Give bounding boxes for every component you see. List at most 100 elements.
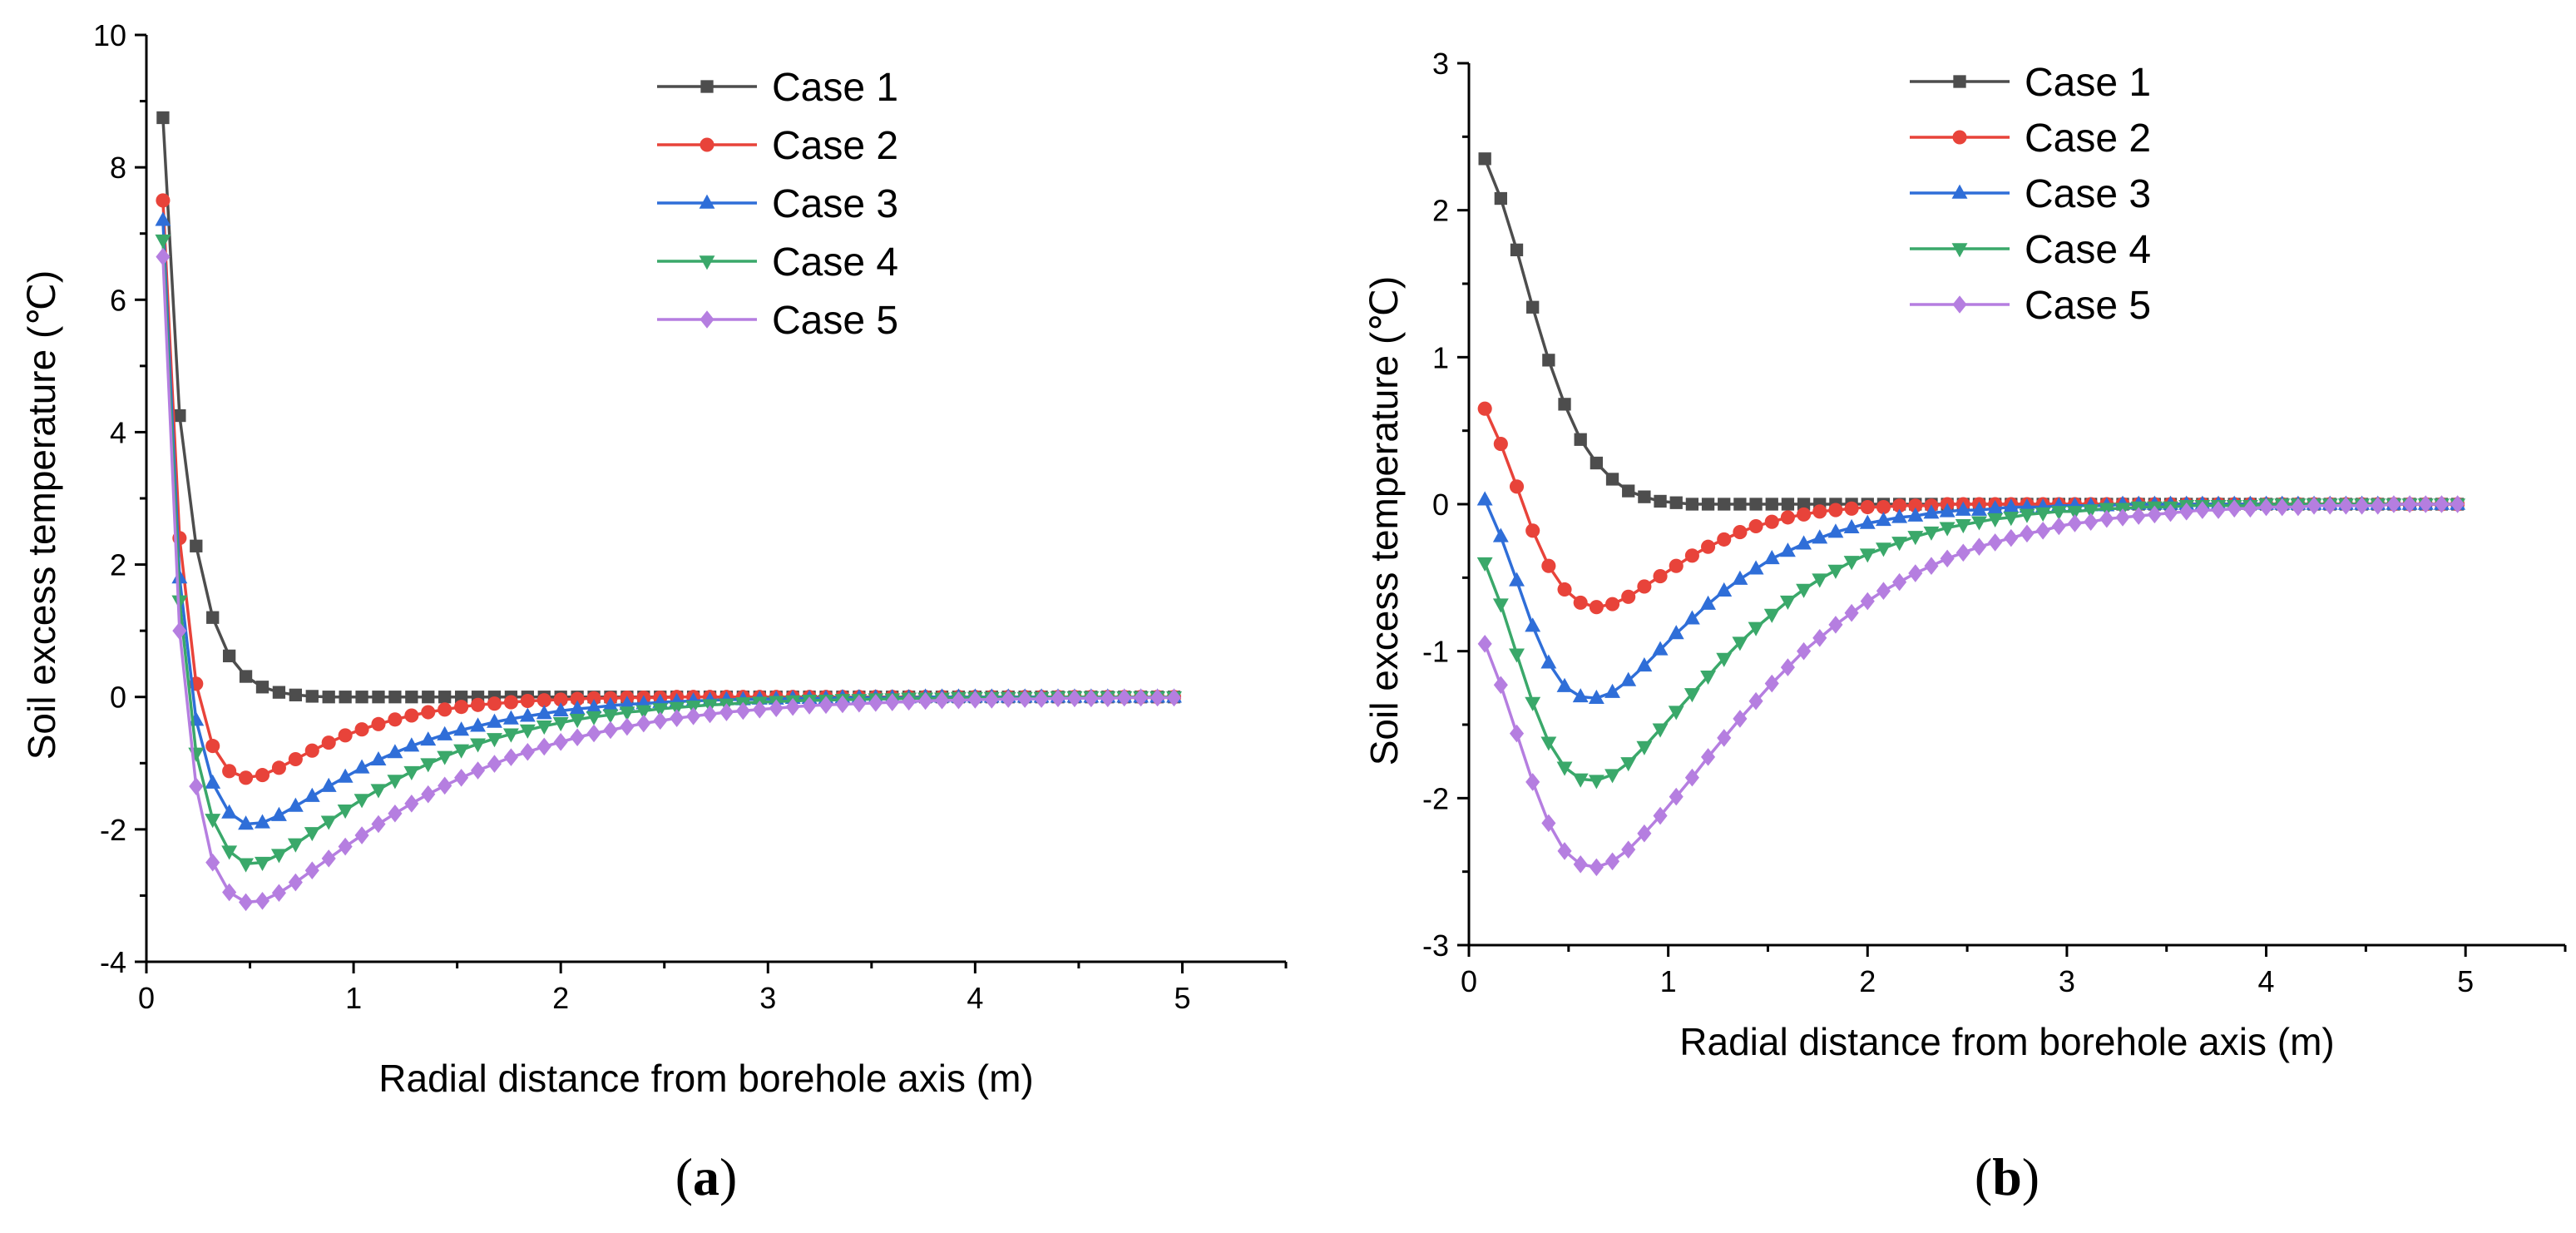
data-point [156, 111, 170, 125]
data-point [1875, 512, 1891, 527]
data-point [1844, 501, 1859, 516]
data-point [1526, 300, 1540, 314]
data-point [1604, 769, 1620, 784]
data-point [1604, 852, 1620, 871]
y-tick-label: 0 [1432, 488, 1449, 522]
data-point [1763, 608, 1780, 623]
data-point [304, 787, 320, 802]
x-tick-label: 2 [552, 981, 569, 1015]
data-point [255, 681, 269, 694]
data-point [172, 621, 187, 640]
data-point [785, 697, 800, 716]
data-point [337, 805, 354, 820]
data-point [1509, 572, 1525, 587]
data-point [619, 696, 635, 711]
data-point [1701, 539, 1716, 554]
data-point [1796, 535, 1812, 550]
data-point [1556, 761, 1573, 776]
data-point [155, 234, 171, 250]
data-point [2355, 496, 2370, 515]
data-point [320, 777, 337, 792]
data-point [2035, 507, 2051, 522]
data-point [304, 827, 320, 842]
data-point [1827, 564, 1844, 579]
data-point [453, 721, 470, 736]
data-point [502, 710, 519, 725]
legend-marker [699, 255, 715, 270]
data-point [1001, 690, 1016, 708]
series-line [1483, 158, 2458, 506]
data-point [519, 724, 536, 739]
data-point [1971, 537, 1987, 557]
data-point [536, 720, 552, 735]
data-point [1701, 498, 1715, 511]
data-point [2003, 498, 2020, 513]
data-point [289, 688, 302, 701]
data-point [1654, 494, 1667, 508]
data-point [1924, 557, 1939, 575]
legend: Case 1 Case 2 Case 3 Case 4 Case 5 [1910, 61, 2151, 328]
data-point [2035, 522, 2050, 540]
data-point [2322, 496, 2337, 515]
data-point [239, 770, 254, 785]
data-point [1100, 689, 1115, 708]
data-point [338, 837, 353, 856]
data-point [1718, 498, 1731, 511]
data-point [769, 699, 784, 718]
legend-label: Case 4 [772, 240, 898, 285]
data-point [271, 760, 286, 775]
data-point [437, 725, 453, 740]
data-point [2050, 506, 2067, 521]
data-point [190, 539, 203, 552]
data-point [222, 649, 236, 663]
data-point [1017, 690, 1032, 708]
data-point [454, 691, 468, 704]
data-point [1971, 516, 1987, 531]
panel-letter: b [1992, 1147, 2022, 1206]
series-case-1 [1478, 152, 2465, 511]
data-point [404, 708, 419, 723]
data-point [221, 845, 238, 860]
data-point [1621, 589, 1636, 604]
data-point [2179, 503, 2194, 521]
data-point [1875, 542, 1891, 557]
data-point [1542, 354, 1555, 367]
data-point [1572, 688, 1589, 703]
legend-marker [1951, 243, 1968, 258]
data-point [686, 706, 701, 725]
data-point [205, 814, 221, 829]
data-point [205, 774, 221, 789]
data-point [156, 193, 171, 208]
data-point [1573, 855, 1588, 874]
data-point [288, 751, 303, 767]
data-point [1558, 398, 1571, 411]
data-point [1653, 569, 1668, 584]
x-tick-label: 3 [759, 981, 776, 1015]
data-point [404, 795, 419, 813]
data-point [371, 716, 386, 731]
legend-label: Case 2 [772, 124, 898, 168]
data-point [1589, 600, 1604, 615]
data-point [984, 691, 999, 709]
x-tick-label: 1 [345, 981, 362, 1015]
data-point [1827, 523, 1844, 538]
series-line [161, 240, 1174, 865]
data-point [487, 696, 502, 711]
legend-label: Case 3 [2025, 172, 2151, 216]
data-point [1733, 710, 1748, 728]
data-point [255, 891, 270, 910]
x-tick-label: 5 [2457, 964, 2474, 998]
panel-letter: a [693, 1147, 719, 1206]
data-point [2003, 512, 2020, 527]
data-point [1892, 498, 1907, 513]
panel-label: (a) [675, 1147, 738, 1206]
x-tick-label: 5 [1174, 981, 1190, 1015]
data-point [438, 691, 452, 704]
data-point [1700, 595, 1717, 610]
data-point [189, 777, 204, 795]
data-point [255, 856, 270, 871]
series-case-4 [155, 234, 1182, 873]
data-point [453, 744, 470, 759]
data-point [1493, 676, 1508, 695]
data-point [2004, 528, 2019, 547]
